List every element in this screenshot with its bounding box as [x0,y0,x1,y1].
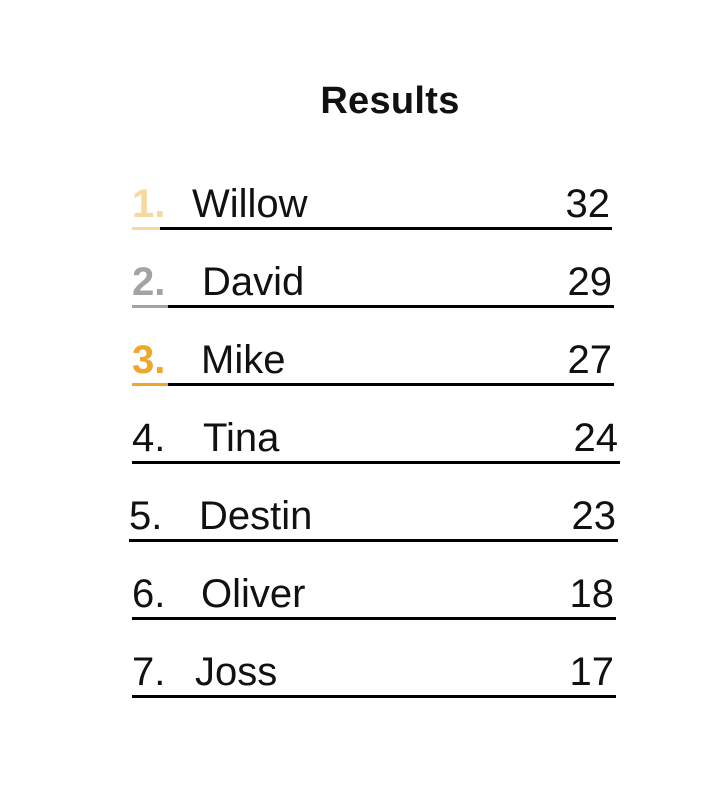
results-row-5: 5. Destin 23 [129,492,618,542]
player-score: 32 [565,182,611,226]
results-row-7: 7. Joss 17 [132,648,616,698]
player-score: 24 [573,416,619,460]
row-divider [168,383,614,386]
rank-number: 5. [129,494,163,538]
player-name: David [202,260,305,304]
player-name: Mike [201,338,286,382]
player-name: Tina [203,416,280,460]
page-title: Results [320,80,460,122]
rank-number: 3. [132,338,166,382]
rank-number: 4. [132,416,166,460]
rank-underline [132,305,168,308]
player-name: Destin [199,494,313,538]
player-score: 17 [569,650,615,694]
row-divider [132,695,616,698]
player-score: 29 [567,260,613,304]
results-row-2: 2. David 29 [132,258,614,308]
row-divider [129,539,618,542]
results-row-1: 1. Willow 32 [132,180,612,230]
player-score: 18 [569,572,615,616]
player-name: Willow [192,182,308,226]
row-divider [160,227,612,230]
rank-number: 6. [132,572,166,616]
results-row-6: 6. Oliver 18 [132,570,616,620]
row-divider [132,617,616,620]
results-row-4: 4. Tina 24 [132,414,620,464]
player-name: Joss [195,650,278,694]
row-divider [132,461,620,464]
player-name: Oliver [201,572,306,616]
rank-number: 1. [132,182,166,226]
results-row-3: 3. Mike 27 [132,336,614,386]
row-divider [168,305,614,308]
player-score: 27 [567,338,613,382]
rank-number: 2. [132,260,166,304]
rank-underline [132,383,168,386]
rank-number: 7. [132,650,166,694]
rank-underline [132,227,160,230]
player-score: 23 [571,494,617,538]
